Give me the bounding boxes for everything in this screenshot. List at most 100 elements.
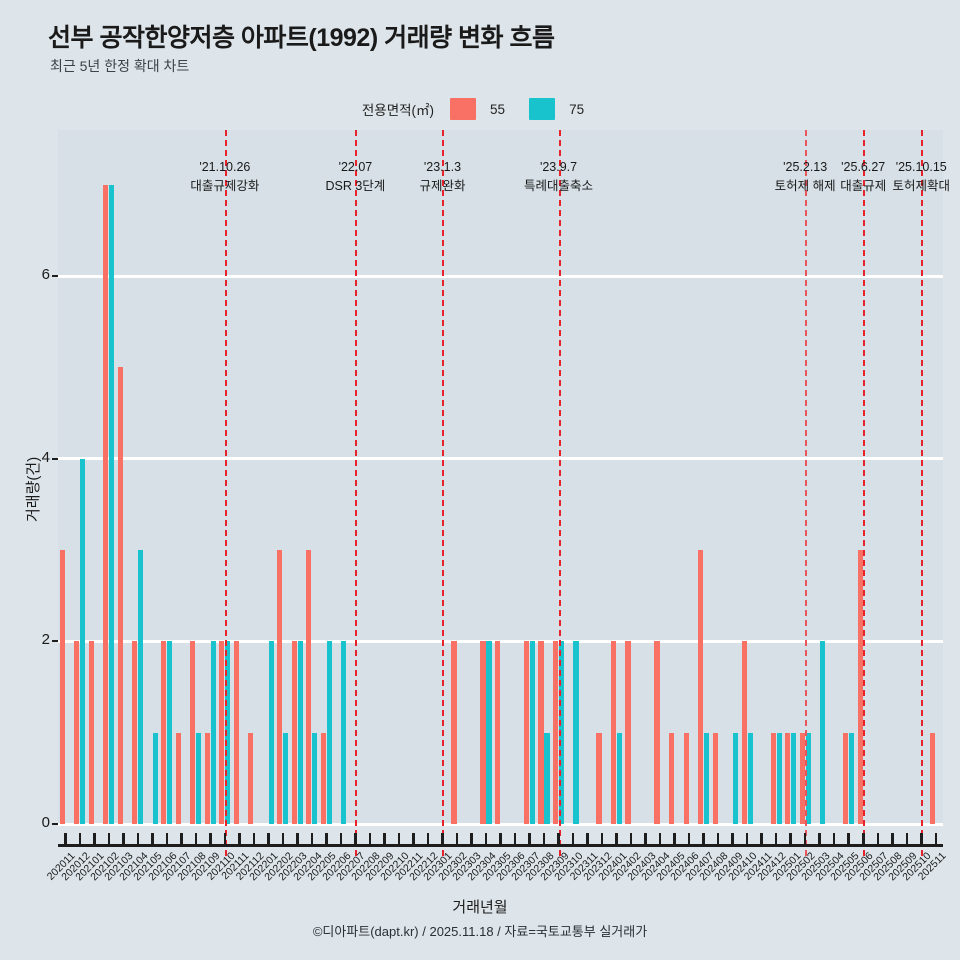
- bar-75-202205: [326, 641, 332, 824]
- y-tick-label: 4: [41, 448, 50, 466]
- x-tick-mark: [180, 833, 183, 846]
- x-tick-mark: [136, 833, 140, 846]
- legend-swatch-55: [450, 98, 477, 120]
- x-tick-mark: [586, 833, 589, 846]
- y-tick-mark: [52, 640, 58, 643]
- x-axis: 202011 202012 202101 202102 202103 202104 2021…: [45, 824, 948, 883]
- x-tick-mark: [368, 833, 372, 846]
- x-tick-mark: [484, 833, 488, 846]
- x-tick-mark: [600, 833, 604, 846]
- bar-75-202407: [704, 732, 710, 824]
- bar-55-202312: [596, 732, 602, 824]
- x-tick-mark: [847, 833, 850, 846]
- y-tick-label: 0: [41, 814, 50, 831]
- x-tick-mark: [194, 833, 198, 846]
- x-tick-mark: [528, 833, 531, 846]
- x-tick-mark: [499, 833, 502, 846]
- bar-55-202202: [277, 550, 283, 824]
- bar-55-202104: [132, 641, 138, 824]
- x-tick-mark: [412, 833, 415, 846]
- x-tick-mark: [891, 833, 894, 846]
- event-text: 토허제 해제: [774, 179, 836, 194]
- legend-label-75: 75: [569, 101, 585, 117]
- bar-75-202502: [805, 732, 811, 824]
- bar-75-202503: [820, 641, 826, 824]
- bar-75-202201: [268, 641, 274, 824]
- gridline: [58, 274, 943, 278]
- event-date: '21.10.26: [199, 160, 251, 174]
- event-label-202301: '23.1.3 규제완화: [419, 158, 465, 197]
- x-tick-mark: [832, 833, 836, 846]
- bar-55-202305: [494, 641, 501, 824]
- bar-55-202307: [523, 641, 530, 824]
- x-tick-mark: [731, 833, 734, 846]
- plot-area: [58, 130, 943, 856]
- x-tick-mark: [107, 833, 111, 846]
- gridline: [58, 822, 943, 826]
- bar-75-202105: [152, 732, 158, 824]
- event-label-202502: '25.2.13 토허제 해제: [775, 158, 836, 197]
- bar-55-202109: [204, 732, 210, 824]
- x-tick-mark: [803, 833, 807, 846]
- bar-75-202102: [109, 184, 115, 824]
- x-tick-mark: [615, 833, 618, 846]
- x-tick-mark: [789, 833, 792, 846]
- x-tick-mark: [281, 833, 285, 846]
- bar-55-202205: [320, 732, 326, 824]
- chart-legend: 전용면적(㎡) 55 75: [0, 98, 960, 120]
- x-tick-mark: [354, 833, 357, 846]
- bar-55-202308: [538, 641, 544, 824]
- gridline: [58, 457, 943, 461]
- bar-75-202012: [80, 458, 86, 824]
- bar-75-202501: [791, 732, 797, 824]
- event-label-202510: '25.10.15 토허제확대: [892, 158, 950, 197]
- x-tick-mark: [920, 833, 923, 846]
- bar-75-202106: [167, 641, 173, 824]
- x-tick-mark: [238, 833, 241, 846]
- gridline: [58, 639, 943, 643]
- x-tick-mark: [441, 833, 444, 846]
- event-label-202506: '25.6.27 대출규제: [840, 158, 886, 197]
- x-tick-mark: [673, 833, 676, 846]
- x-tick-mark: [397, 833, 401, 846]
- event-text: 규제완화: [419, 179, 466, 194]
- bar-75-202309: [558, 641, 565, 824]
- event-label-202110: '21.10.26 대출규제강화: [190, 158, 259, 197]
- legend-swatch-75: [529, 98, 556, 120]
- y-axis-title: 거래량(건): [25, 456, 42, 522]
- event-text: 대출규제: [840, 179, 887, 194]
- event-date: '22.07: [338, 160, 373, 174]
- x-tick-mark: [876, 833, 879, 846]
- x-tick-mark: [644, 833, 647, 846]
- bar-55-202103: [117, 367, 123, 824]
- event-text: 특례대출축소: [524, 179, 594, 194]
- bar-75-202304: [486, 641, 492, 824]
- bar-55-202408: [712, 732, 718, 824]
- x-tick-mark: [513, 833, 517, 846]
- event-line-202506: [863, 130, 866, 856]
- bar-75-202109: [210, 641, 216, 824]
- bar-75-202412: [776, 732, 782, 824]
- x-tick-mark: [151, 833, 154, 846]
- bar-75-202206: [341, 641, 347, 824]
- page-title: 선부 공작한양저층 아파트(1992) 거래량 변화 흐름: [48, 24, 555, 52]
- event-text: 대출규제강화: [190, 179, 260, 194]
- bar-55-202011: [59, 550, 65, 824]
- event-label-202207: '22.07 DSR 3단계: [325, 158, 385, 197]
- x-tick-mark: [223, 833, 227, 846]
- x-tick-mark: [93, 833, 96, 846]
- x-tick-mark: [209, 833, 212, 846]
- x-tick-mark: [557, 833, 560, 846]
- bar-55-202106: [161, 641, 167, 824]
- bar-55-202506: [857, 550, 863, 824]
- x-tick-mark: [542, 833, 546, 846]
- bar-55-202404: [654, 641, 660, 824]
- x-tick-mark: [702, 833, 705, 846]
- event-line-202309: [558, 130, 561, 856]
- bar-55-202203: [291, 641, 297, 824]
- plot-background: [58, 130, 943, 824]
- bar-55-202407: [698, 550, 704, 824]
- bar-75-202308: [544, 732, 550, 824]
- x-tick-mark: [862, 833, 865, 846]
